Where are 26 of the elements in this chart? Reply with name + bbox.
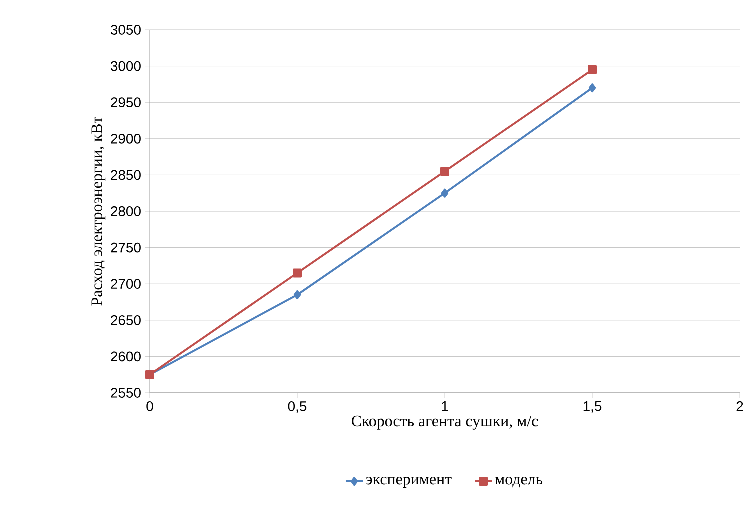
x-tick-label: 0	[146, 402, 154, 412]
legend-label: модель	[495, 477, 543, 488]
point	[588, 65, 598, 74]
y-axis-title: Расход электроэнергии, кВт	[92, 116, 106, 306]
y-tick-label: 2950	[111, 98, 141, 108]
y-tick-label: 2800	[111, 206, 141, 216]
point	[588, 84, 596, 93]
y-tick-label: 3000	[110, 61, 141, 72]
y-tick-label: 2650	[111, 315, 141, 326]
point	[293, 268, 302, 278]
point	[440, 167, 450, 176]
y-tick-label: 3050	[110, 25, 141, 35]
x-axis-title: Скорость агента сушки, м/с	[352, 416, 538, 430]
x-tick-label: 1	[442, 402, 448, 412]
x-tick-label: 2	[736, 402, 744, 412]
y-tick-label: 2600	[111, 352, 141, 362]
y-tick-label: 2850	[111, 170, 141, 180]
y-tick-label: 2550	[111, 388, 141, 398]
x-tick-label: 0,5	[288, 402, 307, 414]
y-tick-label: 2900	[111, 134, 141, 144]
x-tick-label: 1,5	[584, 402, 602, 413]
point	[441, 188, 449, 198]
point	[294, 290, 302, 300]
y-tick-label: 2700	[111, 279, 141, 290]
legend-label: эксперимент	[366, 477, 452, 488]
y-tick-label: 2750	[111, 242, 141, 253]
